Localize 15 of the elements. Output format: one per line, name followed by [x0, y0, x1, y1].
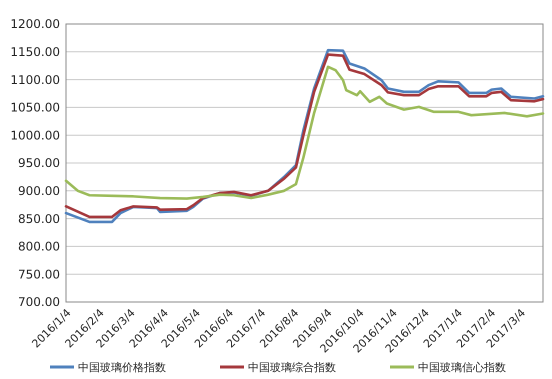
y-tick-label: 1200.00 [10, 17, 60, 32]
legend-label: 中国玻璃综合指数 [248, 360, 336, 374]
y-tick-label: 1100.00 [10, 72, 60, 87]
legend-label: 中国玻璃信心指数 [418, 360, 506, 374]
y-tick-label: 1150.00 [10, 45, 60, 59]
y-tick-label: 850.00 [18, 212, 60, 226]
y-tick-label: 750.00 [18, 267, 60, 282]
line-series [64, 66, 544, 200]
y-tick-label: 1000.00 [10, 128, 60, 142]
y-tick-label: 700.00 [18, 295, 60, 310]
y-tick-label: 950.00 [18, 156, 60, 170]
legend-label: 中国玻璃价格指数 [78, 360, 166, 374]
y-tick-label: 1050.00 [10, 100, 60, 115]
y-tick-label: 900.00 [18, 184, 60, 198]
y-tick-label: 800.00 [18, 240, 60, 254]
